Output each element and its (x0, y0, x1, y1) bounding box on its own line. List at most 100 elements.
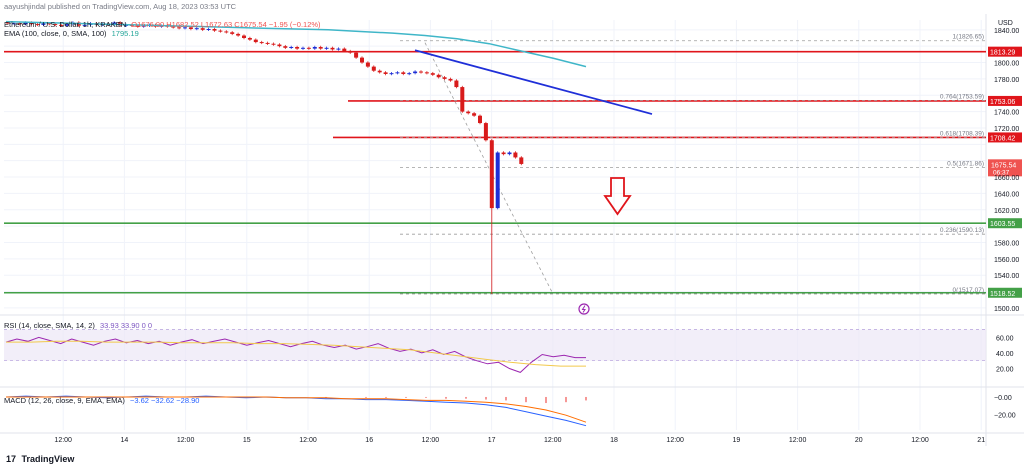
time-tick-label: 20 (855, 437, 863, 444)
candle-body (17, 23, 22, 25)
time-tick-label: 16 (365, 437, 373, 444)
level-price-label: 1753.06 (990, 99, 1015, 106)
candle-body (460, 87, 465, 112)
candle-body (483, 123, 488, 141)
fib-label: 0(1517.07) (953, 287, 984, 294)
currency-label: USD (998, 20, 1013, 27)
candle-body (11, 23, 16, 25)
time-tick-label: 12:00 (666, 437, 684, 444)
price-tick-label: 1660.00 (994, 175, 1019, 182)
candle-body (442, 77, 447, 79)
candle-body (513, 152, 518, 158)
horizontal-levels (4, 50, 986, 294)
ohlc-text: O1676.90 H1682.52 L1672.63 C1675.54 −1.9… (131, 20, 321, 29)
candle-body (395, 72, 400, 74)
level-price-badge (988, 218, 1022, 229)
candle-body (401, 72, 406, 74)
candle-body (188, 27, 193, 29)
candle-body (236, 33, 241, 36)
rsi-tick-label: 40.00 (996, 351, 1014, 358)
candle-body (478, 115, 482, 124)
candle-body (501, 152, 506, 155)
candle-body (383, 72, 388, 74)
price-tick-label: 1780.00 (994, 77, 1019, 84)
fib-label: 0.618(1708.39) (940, 130, 984, 137)
price-tick-label: 1500.00 (994, 306, 1019, 313)
candle-body (141, 25, 146, 27)
candle-body (454, 80, 459, 88)
tradingview-brand[interactable]: 17 TradingView (6, 454, 74, 464)
rsi-band (4, 329, 986, 361)
price-tick-label: 1800.00 (994, 61, 1019, 68)
rsi-ma-line (6, 340, 586, 367)
fib-label: 1(1826.65) (953, 34, 984, 41)
macd-label: MACD (12, 26, close, 9, EMA, EMA) (4, 396, 125, 405)
time-axis: 12:00 14 12:00 15 12:00 16 12:00 17 12:00 18 12:00… (54, 437, 985, 444)
level-price-badge (988, 287, 1022, 298)
level-price-badge (988, 95, 1022, 106)
time-tick-label: 12:00 (177, 437, 195, 444)
level-price-label: 1813.29 (990, 50, 1015, 57)
price-tick-label: 1560.00 (994, 257, 1019, 264)
fib-label: 0.236(1590.13) (940, 227, 984, 234)
candle-body (489, 140, 494, 209)
candle-body (348, 51, 353, 53)
trend-line (414, 49, 653, 115)
lightning-glyph (581, 305, 586, 313)
rsi-label: RSI (14, close, SMA, 14, 2) (4, 321, 95, 330)
candle-body (183, 27, 187, 29)
candle-body (271, 43, 276, 45)
price-tick-label: 1840.00 (994, 28, 1019, 35)
candle-body (365, 62, 370, 67)
candle-body (41, 23, 46, 25)
rsi-pane (4, 329, 986, 373)
time-tick-label: 18 (610, 437, 618, 444)
candle-body (342, 48, 347, 52)
candle-body (259, 42, 264, 44)
publisher-text: aayushjindal published on TradingView.co… (4, 2, 237, 11)
level-price-label: 1708.42 (990, 135, 1015, 142)
candle-body (466, 111, 471, 114)
fib-connector (424, 42, 554, 295)
candle-body (360, 57, 364, 63)
candle-body (295, 46, 300, 49)
candle-body (265, 42, 270, 44)
candle-body (306, 47, 311, 49)
candle-body (507, 152, 512, 155)
candle-body (336, 48, 341, 50)
time-tick-label: 19 (733, 437, 741, 444)
time-tick-label: 12:00 (789, 437, 807, 444)
time-tick-label: 12:00 (54, 437, 72, 444)
time-tick-label: 12:00 (422, 437, 440, 444)
last-price-badge (988, 159, 1022, 177)
candle-body (519, 157, 524, 164)
candle-body (413, 71, 418, 74)
time-tick-label: 12:00 (544, 437, 562, 444)
candle-body (301, 47, 305, 49)
rsi-tick-label: 20.00 (996, 366, 1014, 373)
candle-body (218, 30, 223, 32)
time-tick-label: 12:00 (911, 437, 929, 444)
candlestick-series (6, 21, 524, 295)
price-tick-label: 1580.00 (994, 240, 1019, 247)
price-tick-label: 1720.00 (994, 126, 1019, 133)
macd-legend: MACD (12, 26, close, 9, EMA, EMA) −3.62 … (4, 396, 202, 405)
candle-body (230, 32, 235, 34)
rsi-legend: RSI (14, close, SMA, 14, 2) 33.93 33.90 … (4, 321, 155, 330)
tradingview-logo-icon: 17 (6, 454, 17, 464)
candle-body (23, 22, 28, 25)
level-price-label: 1603.55 (990, 221, 1015, 228)
candle-body (82, 24, 87, 26)
candle-body (283, 46, 288, 48)
candle-body (324, 47, 329, 49)
candle-body (247, 37, 252, 40)
event-lightning-icon (578, 303, 590, 315)
candle-body (430, 73, 435, 75)
candle-body (389, 73, 394, 75)
macd-values: −3.62 −32.62 −28.90 (129, 396, 200, 405)
candle-body (29, 22, 34, 25)
candle-body (53, 24, 58, 26)
candle-body (135, 25, 140, 27)
candle-body (312, 46, 317, 49)
